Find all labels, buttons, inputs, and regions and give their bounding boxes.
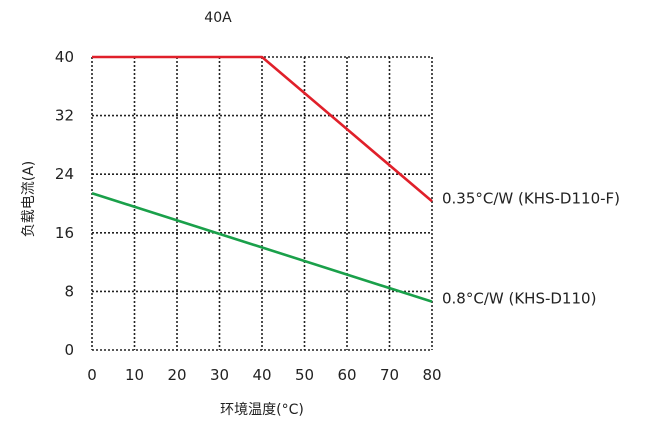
x-tick-label: 40 xyxy=(252,366,271,384)
series-line xyxy=(91,192,433,303)
series-labels: 0.35°C/W (KHS-D110-F) 0.8°C/W (KHS-D110) xyxy=(442,189,620,307)
x-tick-label: 10 xyxy=(125,366,144,384)
y-tick-label: 24 xyxy=(55,165,74,183)
x-tick-label: 70 xyxy=(380,366,399,384)
y-tick-label: 32 xyxy=(55,107,74,125)
x-tick-label: 50 xyxy=(295,366,314,384)
x-tick-label: 80 xyxy=(422,366,441,384)
x-axis-label: 环境温度(°C) xyxy=(220,402,304,418)
y-axis-label: 负载电流(A) xyxy=(21,161,37,238)
y-tick-label: 0 xyxy=(64,341,74,359)
grid xyxy=(91,56,433,351)
x-tick-label: 0 xyxy=(87,366,97,384)
y-tick-labels: 0 8 16 24 32 40 xyxy=(55,48,74,359)
y-tick-label: 16 xyxy=(55,224,74,242)
series-lines xyxy=(91,55,433,303)
series-line xyxy=(92,55,433,203)
y-tick-label: 8 xyxy=(64,282,74,300)
x-tick-label: 20 xyxy=(167,366,186,384)
y-tick-label: 40 xyxy=(55,48,74,66)
chart-title: 40A xyxy=(204,10,232,26)
x-tick-labels: 0 10 20 30 40 50 60 70 80 xyxy=(87,366,441,384)
series-label: 0.35°C/W (KHS-D110-F) xyxy=(442,189,620,207)
series-label: 0.8°C/W (KHS-D110) xyxy=(442,290,596,308)
x-tick-label: 30 xyxy=(210,366,229,384)
x-tick-label: 60 xyxy=(337,366,356,384)
